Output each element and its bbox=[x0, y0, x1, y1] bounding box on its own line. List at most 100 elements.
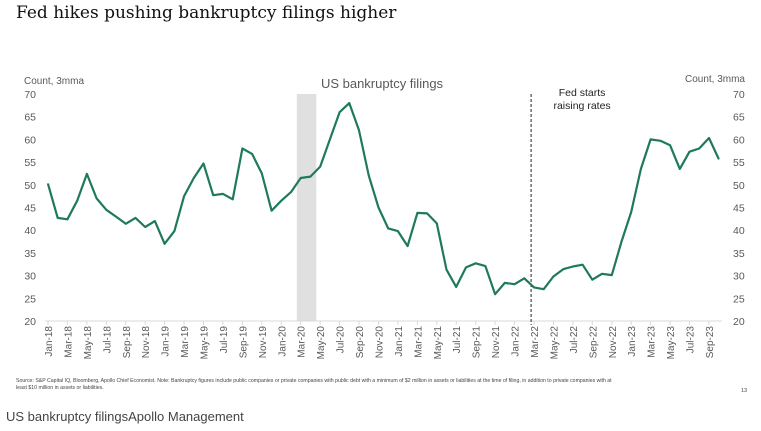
y-tick-right: 70 bbox=[733, 89, 745, 101]
x-tick-label: Jul-22 bbox=[569, 326, 580, 354]
data-point bbox=[231, 198, 234, 201]
data-point bbox=[309, 175, 312, 178]
x-tick-label: Jan-23 bbox=[627, 326, 638, 357]
data-point bbox=[562, 268, 564, 271]
y-tick-right: 30 bbox=[733, 271, 745, 283]
x-tick-label: Sep-18 bbox=[122, 326, 133, 359]
data-point bbox=[348, 102, 351, 104]
x-tick-label: Nov-18 bbox=[141, 326, 152, 359]
x-tick-label: Nov-19 bbox=[258, 326, 269, 359]
data-point bbox=[329, 138, 331, 141]
data-point bbox=[552, 275, 555, 278]
data-point bbox=[649, 138, 652, 141]
x-tick-label: Sep-23 bbox=[705, 326, 716, 359]
bankruptcy-line-chart: 20 20 25 25 30 30 35 35 40 40 45 45 50 50 55 55 60 60 65 65… bbox=[24, 74, 745, 360]
data-point bbox=[202, 162, 205, 165]
x-tick-label: Jul-20 bbox=[336, 326, 347, 354]
data-point bbox=[494, 293, 496, 296]
x-tick-label: Mar-22 bbox=[530, 326, 541, 358]
data-point bbox=[610, 274, 613, 276]
data-point bbox=[455, 286, 458, 288]
data-point bbox=[717, 158, 720, 160]
annotation-line1: Fed starts bbox=[559, 87, 606, 99]
y-tick-left: 45 bbox=[24, 203, 36, 215]
x-tick-label: May-18 bbox=[83, 326, 94, 360]
data-point bbox=[76, 199, 78, 202]
data-point bbox=[504, 282, 506, 284]
data-point bbox=[397, 230, 399, 232]
data-point bbox=[144, 226, 146, 228]
data-point bbox=[688, 150, 691, 153]
x-tick-label: Jan-19 bbox=[161, 326, 172, 357]
x-tick-label: Sep-19 bbox=[238, 326, 249, 359]
data-point bbox=[251, 153, 253, 155]
data-point bbox=[542, 288, 545, 291]
data-point bbox=[601, 272, 603, 275]
x-tick-label: Jul-23 bbox=[686, 326, 697, 354]
y-tick-right: 20 bbox=[733, 316, 745, 328]
data-point bbox=[591, 278, 594, 281]
data-point bbox=[319, 165, 321, 168]
data-point bbox=[173, 230, 176, 232]
data-point bbox=[299, 177, 302, 179]
y-tick-right: 60 bbox=[733, 134, 745, 146]
data-point bbox=[47, 183, 49, 185]
data-point bbox=[86, 173, 88, 175]
y-tick-right: 65 bbox=[733, 112, 745, 124]
data-point bbox=[338, 111, 341, 113]
x-tick-label: Jan-22 bbox=[511, 326, 522, 357]
x-tick-label: Mar-20 bbox=[297, 326, 308, 358]
data-point bbox=[270, 209, 273, 212]
x-tick-label: Nov-20 bbox=[374, 326, 385, 359]
x-tick-label: Mar-23 bbox=[647, 326, 658, 358]
data-point bbox=[154, 220, 156, 222]
x-tick-label: Jan-20 bbox=[277, 326, 288, 357]
data-point bbox=[465, 266, 467, 269]
x-tick-label: Nov-21 bbox=[491, 326, 502, 359]
data-point bbox=[105, 208, 108, 211]
data-point bbox=[193, 177, 195, 179]
y-tick-right: 25 bbox=[733, 293, 745, 305]
data-point bbox=[708, 137, 710, 139]
y-tick-left: 55 bbox=[24, 157, 36, 169]
data-point bbox=[183, 195, 185, 197]
data-point bbox=[358, 129, 360, 132]
source-note: Source: S&P Capital IQ, Bloomberg, Apoll… bbox=[16, 378, 612, 391]
series-line bbox=[46, 101, 720, 296]
x-tick-label: Nov-22 bbox=[608, 326, 619, 359]
x-tick-label: May-22 bbox=[549, 326, 560, 360]
data-point bbox=[484, 265, 487, 267]
y-tick-right: 55 bbox=[733, 157, 745, 169]
data-point bbox=[134, 217, 137, 219]
data-point bbox=[679, 168, 681, 170]
y-tick-left: 30 bbox=[24, 271, 36, 283]
x-tick-label: May-20 bbox=[316, 326, 327, 360]
data-point bbox=[387, 227, 390, 230]
data-point bbox=[66, 218, 69, 221]
data-point bbox=[640, 168, 642, 170]
x-tick-label: Jan-21 bbox=[394, 326, 405, 357]
y-axis-label-right: Count, 3mma bbox=[685, 74, 745, 85]
data-point bbox=[290, 191, 292, 193]
x-tick-label: Sep-21 bbox=[472, 326, 483, 359]
data-point bbox=[377, 206, 380, 209]
y-tick-right: 45 bbox=[733, 203, 745, 215]
y-tick-left: 25 bbox=[24, 293, 36, 305]
data-point bbox=[261, 172, 263, 175]
y-tick-left: 60 bbox=[24, 134, 36, 146]
data-point bbox=[445, 268, 448, 271]
data-point bbox=[212, 194, 215, 197]
data-point bbox=[630, 211, 632, 213]
y-tick-left: 70 bbox=[24, 89, 36, 101]
x-tick-label: Sep-22 bbox=[588, 326, 599, 359]
data-point bbox=[406, 245, 409, 247]
data-point bbox=[426, 212, 428, 215]
data-point bbox=[124, 223, 127, 225]
y-tick-left: 40 bbox=[24, 225, 36, 237]
page-number: 13 bbox=[741, 388, 748, 394]
data-point bbox=[280, 199, 283, 202]
data-point bbox=[115, 215, 117, 218]
shaded-period bbox=[296, 94, 317, 321]
data-point bbox=[222, 193, 224, 195]
data-point bbox=[474, 262, 477, 265]
